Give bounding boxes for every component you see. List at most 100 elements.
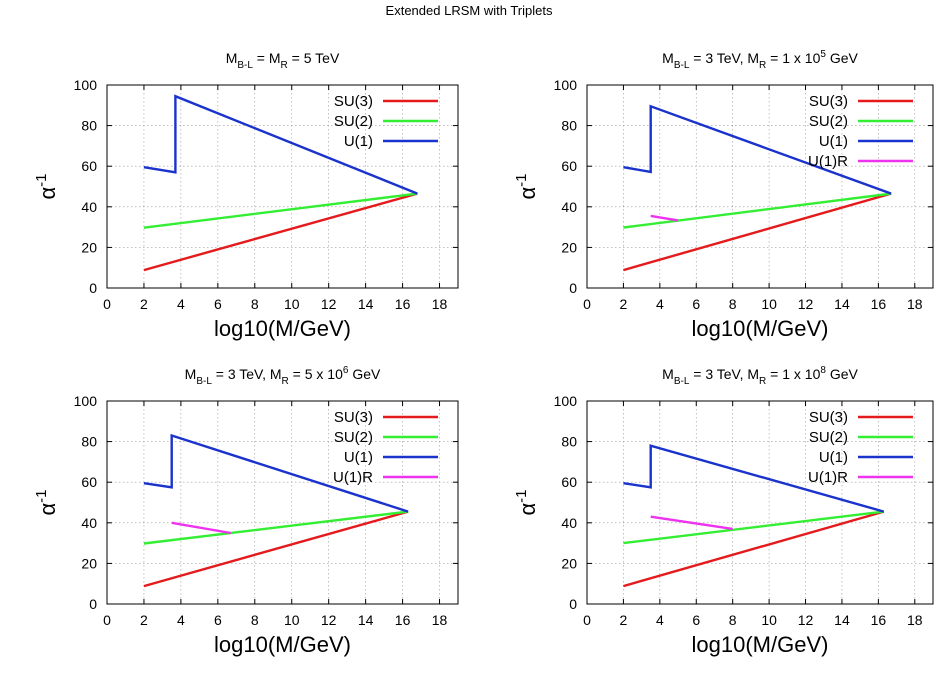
x-tick-label: 8 <box>729 296 737 312</box>
chart-panel: 0 2 4 6 8 10 12 14 16 18 0 20 40 60 80 100 SU(3) SU(2) U(1… <box>513 365 934 657</box>
x-tick-label: 16 <box>395 296 411 312</box>
x-tick-label: 12 <box>798 612 814 628</box>
x-tick-label: 10 <box>761 612 777 628</box>
series-line-u-1-r <box>650 515 733 531</box>
y-tick-label: 60 <box>561 158 577 174</box>
x-axis-label: log10(M/GeV) <box>214 316 351 341</box>
legend-label: SU(2) <box>809 429 848 446</box>
y-tick-label: 40 <box>561 515 577 531</box>
series-line-su-2- <box>143 510 409 545</box>
y-tick-label: 60 <box>561 474 577 490</box>
y-tick-label: 60 <box>81 474 97 490</box>
y-tick-label: 100 <box>554 77 578 93</box>
x-tick-label: 16 <box>395 612 411 628</box>
legend-label: U(1) <box>819 133 848 150</box>
series-line-su-2- <box>623 192 892 229</box>
legend-label: SU(2) <box>334 429 373 446</box>
y-tick-label: 0 <box>89 280 97 296</box>
x-tick-label: 4 <box>656 296 664 312</box>
y-tick-label: 80 <box>561 434 577 450</box>
series-line-su-3- <box>143 510 409 588</box>
series-line-su-2- <box>623 510 884 545</box>
x-tick-label: 18 <box>907 296 923 312</box>
chart-panel: 0 2 4 6 8 10 12 14 16 18 0 20 40 60 80 100 SU(3) SU(2) U(1… <box>513 49 934 341</box>
x-tick-label: 0 <box>583 296 591 312</box>
x-tick-label: 0 <box>583 612 591 628</box>
chart-panel: 0 2 4 6 8 10 12 14 16 18 0 20 40 60 80 100 SU(3) SU(2) U(1… <box>33 365 459 657</box>
y-tick-label: 80 <box>81 434 97 450</box>
x-tick-label: 4 <box>177 296 185 312</box>
legend-label: U(1)R <box>808 469 848 486</box>
x-tick-label: 8 <box>251 612 259 628</box>
x-tick-label: 18 <box>432 612 448 628</box>
legend-label: U(1) <box>344 133 373 150</box>
legend-label: SU(2) <box>809 113 848 130</box>
legend-label: U(1)R <box>808 153 848 170</box>
x-tick-label: 8 <box>251 296 259 312</box>
x-tick-label: 2 <box>140 296 148 312</box>
series-line-su-3- <box>623 192 892 272</box>
y-tick-label: 0 <box>569 596 577 612</box>
panel-title: MB-L = 3 TeV, MR = 1 x 108 GeV <box>662 365 858 387</box>
y-tick-label: 20 <box>561 555 577 571</box>
legend-label: U(1)R <box>333 469 373 486</box>
legend-label: U(1) <box>819 449 848 466</box>
y-tick-label: 40 <box>561 199 577 215</box>
y-tick-label: 80 <box>561 118 577 134</box>
x-tick-label: 0 <box>103 296 111 312</box>
y-tick-label: 100 <box>554 393 578 409</box>
chart-panel: 0 2 4 6 8 10 12 14 16 18 0 20 40 60 80 100 SU(3) SU(2) U(1… <box>33 50 459 341</box>
y-tick-label: 20 <box>561 239 577 255</box>
x-tick-label: 6 <box>214 612 222 628</box>
y-tick-label: 40 <box>81 199 97 215</box>
series-line-su-3- <box>143 192 418 272</box>
x-tick-label: 14 <box>358 612 374 628</box>
y-axis-label: α-1 <box>33 173 60 199</box>
panel-title: MB-L = 3 TeV, MR = 5 x 106 GeV <box>185 365 381 387</box>
x-tick-label: 4 <box>656 612 664 628</box>
x-tick-label: 16 <box>871 612 887 628</box>
series-line-u-1-r <box>171 521 232 535</box>
x-tick-label: 12 <box>321 612 337 628</box>
series-line-su-2- <box>143 192 418 229</box>
y-axis-label: α-1 <box>33 489 60 515</box>
x-tick-label: 6 <box>692 296 700 312</box>
series-line-u-1- <box>623 444 885 513</box>
y-axis-label: α-1 <box>513 489 540 515</box>
x-tick-label: 10 <box>284 612 300 628</box>
y-tick-label: 100 <box>74 393 98 409</box>
x-axis-label: log10(M/GeV) <box>214 632 351 657</box>
x-tick-label: 2 <box>620 612 628 628</box>
figure-title: Extended LRSM with Triplets <box>386 3 553 18</box>
y-tick-label: 20 <box>81 239 97 255</box>
legend-label: SU(3) <box>809 409 848 426</box>
plot-frame <box>586 400 934 605</box>
x-tick-label: 10 <box>761 296 777 312</box>
plot-frame <box>586 84 934 289</box>
y-axis-label: α-1 <box>513 173 540 199</box>
x-tick-label: 16 <box>871 296 887 312</box>
x-tick-label: 18 <box>432 296 448 312</box>
legend-label: SU(3) <box>334 409 373 426</box>
x-tick-label: 2 <box>620 296 628 312</box>
x-tick-label: 12 <box>321 296 337 312</box>
series-line-u-1- <box>623 104 892 195</box>
x-tick-label: 12 <box>798 296 814 312</box>
panel-title: MB-L = MR = 5 TeV <box>226 50 340 71</box>
x-axis-label: log10(M/GeV) <box>692 316 829 341</box>
legend-label: U(1) <box>344 449 373 466</box>
x-tick-label: 14 <box>358 296 374 312</box>
series-line-u-1-r <box>650 214 679 222</box>
plot-frame <box>106 400 459 605</box>
panel-title: MB-L = 3 TeV, MR = 1 x 105 GeV <box>662 49 858 71</box>
x-tick-label: 6 <box>692 612 700 628</box>
series-line-u-1- <box>143 94 418 195</box>
x-axis-label: log10(M/GeV) <box>692 632 829 657</box>
legend-label: SU(2) <box>334 113 373 130</box>
x-tick-label: 6 <box>214 296 222 312</box>
x-tick-label: 4 <box>177 612 185 628</box>
x-tick-label: 18 <box>907 612 923 628</box>
x-tick-label: 14 <box>834 612 850 628</box>
legend-label: SU(3) <box>809 93 848 110</box>
x-tick-label: 14 <box>834 296 850 312</box>
